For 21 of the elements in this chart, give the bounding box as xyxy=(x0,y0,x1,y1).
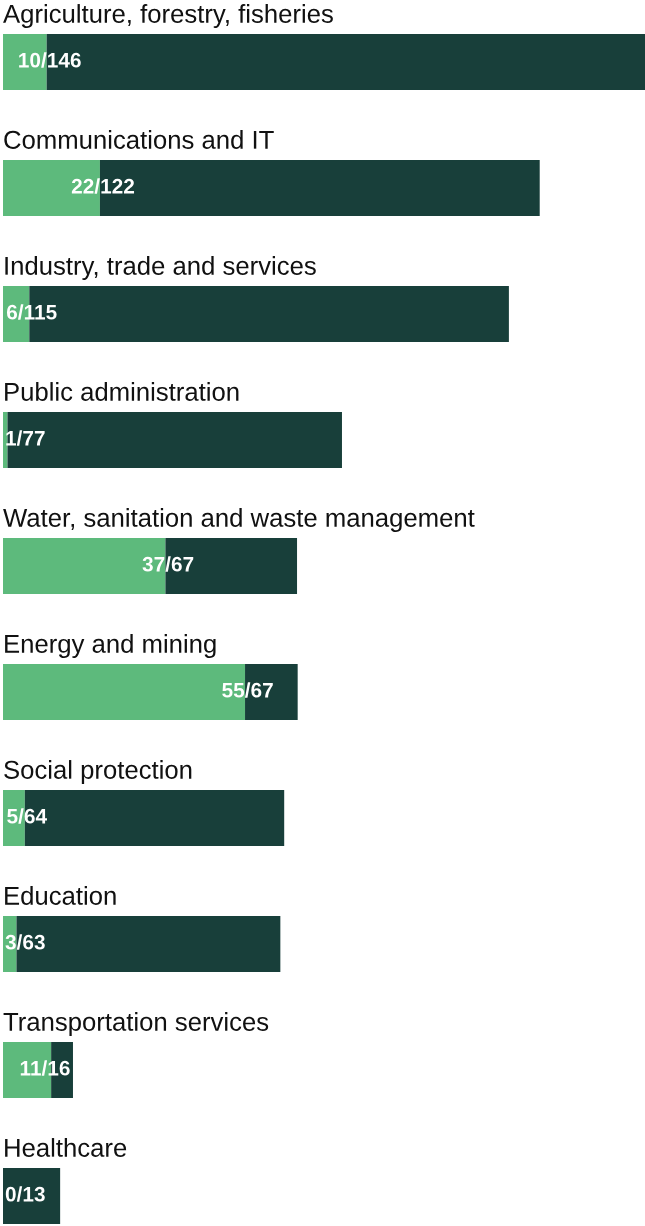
text: 55/67 xyxy=(222,682,273,698)
text: 1/77 xyxy=(6,430,45,446)
y-tick-label: Industry, trade and services xyxy=(5,256,316,280)
text: 22/122 xyxy=(71,178,135,194)
text: 5/64 xyxy=(7,808,47,824)
text: 10/146 xyxy=(19,52,81,68)
y-tick-label: Agriculture, forestry, fisheries xyxy=(3,4,333,28)
y-tick-label: Education xyxy=(5,886,116,905)
y-tick-label: Water, sanitation and waste management xyxy=(3,508,475,532)
y-tick-label: Communications and IT xyxy=(4,130,274,149)
y-tick-label: Healthcare xyxy=(5,1138,127,1157)
y-tick-label: Transportation services xyxy=(3,1012,269,1036)
y-tick-label: Public administration xyxy=(5,382,239,401)
text: 3/63 xyxy=(5,934,45,950)
bar xyxy=(7,412,342,468)
y-tick-label: Social protection xyxy=(4,760,192,784)
text: 37/67 xyxy=(142,556,194,572)
text: 0/13 xyxy=(5,1186,45,1202)
y-tick-label: Energy and mining xyxy=(5,634,216,658)
bar xyxy=(3,1168,61,1224)
text: 6/115 xyxy=(6,304,57,320)
